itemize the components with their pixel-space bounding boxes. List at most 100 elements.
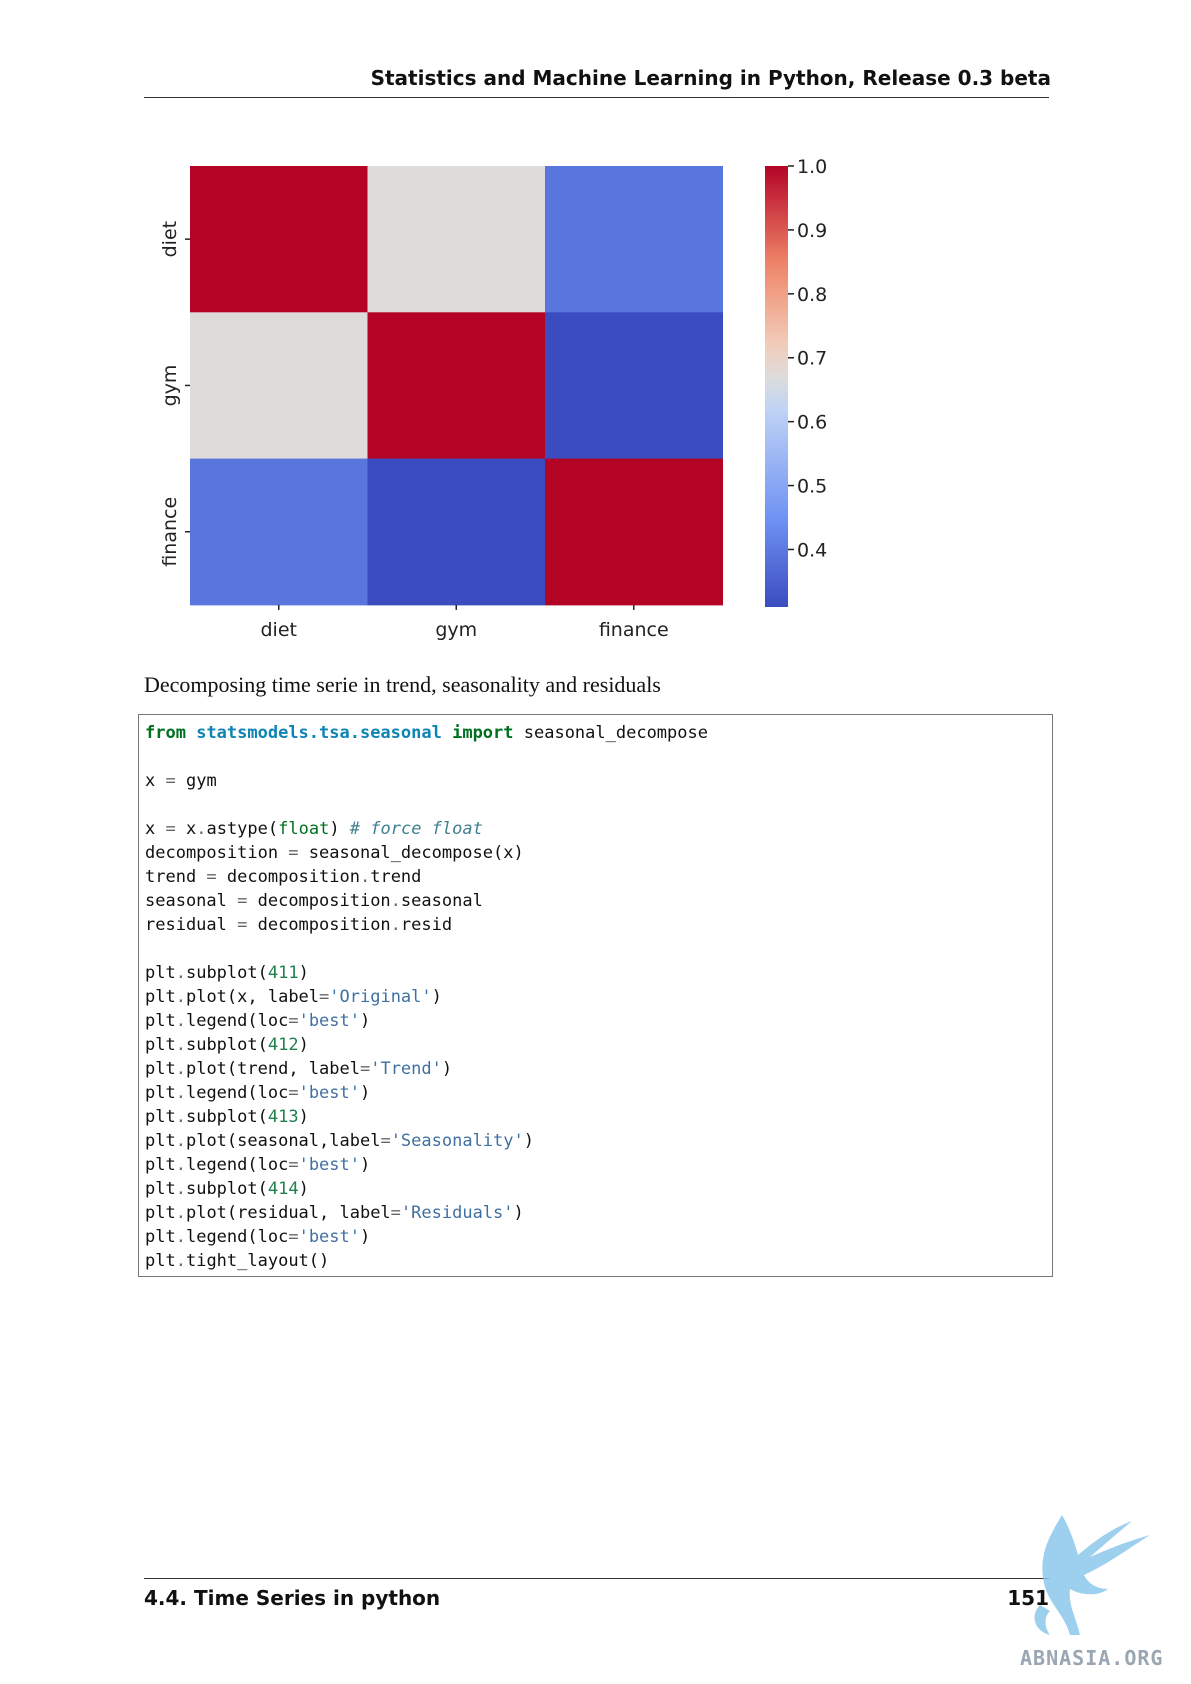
code-token: plt <box>145 1203 176 1223</box>
code-token: x <box>175 819 197 839</box>
code-token: residual <box>145 915 238 935</box>
code-token: 413 <box>267 1107 299 1127</box>
code-line: plt.plot(x, label='Original') <box>145 985 1052 1009</box>
code-token: 414 <box>267 1179 299 1199</box>
code-token: . <box>175 1011 186 1031</box>
code-token: # force float <box>349 819 483 839</box>
griffin-logo-icon <box>1034 1515 1150 1635</box>
heatmap-cells <box>190 166 723 606</box>
code-token: . <box>175 963 186 983</box>
code-token: plot(residual, label <box>185 1203 391 1223</box>
running-header-title: Statistics and Machine Learning in Pytho… <box>370 66 1051 90</box>
code-token: = <box>288 843 299 863</box>
code-token: decomposition <box>247 891 391 911</box>
code-token: = <box>237 891 248 911</box>
code-line: x = x.astype(float) # force float <box>145 817 1052 841</box>
code-token: = <box>288 1083 299 1103</box>
code-token: plt <box>145 987 176 1007</box>
code-token: x <box>145 771 166 791</box>
code-token: gym <box>175 771 217 791</box>
code-token <box>186 723 196 743</box>
code-token: seasonal <box>400 891 483 911</box>
colorbar-tick-label: 0.6 <box>797 412 827 434</box>
code-line <box>145 793 1052 817</box>
code-token: plt <box>145 1227 176 1247</box>
code-token: . <box>175 1059 186 1079</box>
x-tick-labels: diet gym finance <box>261 604 669 641</box>
code-token: 412 <box>267 1035 299 1055</box>
code-token: legend(loc <box>185 1011 289 1031</box>
code-token: . <box>175 1251 186 1271</box>
heatmap-cell-diet-diet <box>190 166 368 313</box>
code-line <box>145 745 1052 769</box>
code-token: legend(loc <box>185 1227 289 1247</box>
header-rule <box>144 97 1049 98</box>
page-number: 151 <box>1007 1586 1049 1610</box>
code-token: plt <box>145 1083 176 1103</box>
code-token <box>442 723 452 743</box>
code-token: ) <box>298 1035 309 1055</box>
code-token: . <box>175 1155 186 1175</box>
code-token: ) <box>298 1179 309 1199</box>
y-tick-label-finance: finance <box>159 497 181 567</box>
colorbar-tick-label: 1.0 <box>797 156 827 178</box>
footer-section-title: 4.4. Time Series in python <box>144 1586 441 1610</box>
code-token: = <box>359 1059 371 1079</box>
code-token: 411 <box>267 963 299 983</box>
code-token: float <box>278 819 330 839</box>
code-token: seasonal_decompose(x) <box>298 843 524 863</box>
code-token: trend <box>370 867 422 887</box>
code-token: = <box>319 987 330 1007</box>
code-token: plt <box>145 1251 176 1271</box>
y-tick-label-diet: diet <box>159 221 181 257</box>
code-line: plt.legend(loc='best') <box>145 1153 1052 1177</box>
code-line: trend = decomposition.trend <box>145 865 1052 889</box>
code-token: statsmodels.tsa.seasonal <box>196 723 442 743</box>
x-tick-label-finance: finance <box>599 619 669 641</box>
code-token: ) <box>513 1203 524 1223</box>
code-token: ) <box>360 1227 371 1247</box>
code-token: 'Residuals' <box>400 1203 514 1223</box>
code-token: resid <box>400 915 453 935</box>
code-line: plt.plot(residual, label='Residuals') <box>145 1201 1052 1225</box>
code-token: seasonal_decompose <box>513 723 708 743</box>
code-token: legend(loc <box>185 1083 289 1103</box>
code-token: = <box>390 1203 401 1223</box>
code-line: plt.subplot(412) <box>145 1033 1052 1057</box>
colorbar <box>765 166 788 607</box>
heatmap-cell-gym-gym <box>367 312 546 460</box>
code-token: plt <box>145 1179 176 1199</box>
code-token: ) <box>441 1059 453 1079</box>
code-token: import <box>452 723 514 743</box>
code-token: . <box>196 819 207 839</box>
code-token: ) <box>431 987 442 1007</box>
code-token: plt <box>145 1107 176 1127</box>
code-token: ) <box>329 819 350 839</box>
code-token: 'Seasonality' <box>390 1131 524 1151</box>
code-token: plt <box>145 1011 176 1031</box>
code-line: seasonal = decomposition.seasonal <box>145 889 1052 913</box>
code-token: plot(trend, label <box>185 1059 360 1079</box>
heatmap-cell-finance-gym <box>367 458 546 606</box>
code-token: = <box>288 1227 299 1247</box>
x-tick-label-diet: diet <box>261 619 297 641</box>
code-token: from <box>145 723 186 743</box>
colorbar-tick-label: 0.4 <box>797 539 827 561</box>
code-token: subplot( <box>185 1179 268 1199</box>
correlation-heatmap: diet gym finance diet gym finance 1.0 0.9 0.8 0… <box>159 156 827 641</box>
code-token: plot(x, label <box>185 987 320 1007</box>
code-token: plt <box>145 1035 176 1055</box>
code-token: . <box>175 1179 186 1199</box>
code-token: = <box>206 867 217 887</box>
code-line: plt.subplot(414) <box>145 1177 1052 1201</box>
code-token: = <box>165 819 176 839</box>
code-line: plt.tight_layout() <box>145 1249 1052 1273</box>
code-line: x = gym <box>145 769 1052 793</box>
code-line: plt.plot(seasonal,label='Seasonality') <box>145 1129 1052 1153</box>
code-token: decomposition <box>145 843 289 863</box>
code-line: plt.subplot(411) <box>145 961 1052 985</box>
code-token: plt <box>145 1059 176 1079</box>
code-token: . <box>390 915 401 935</box>
code-token: . <box>175 1203 186 1223</box>
code-token: subplot( <box>185 1035 268 1055</box>
